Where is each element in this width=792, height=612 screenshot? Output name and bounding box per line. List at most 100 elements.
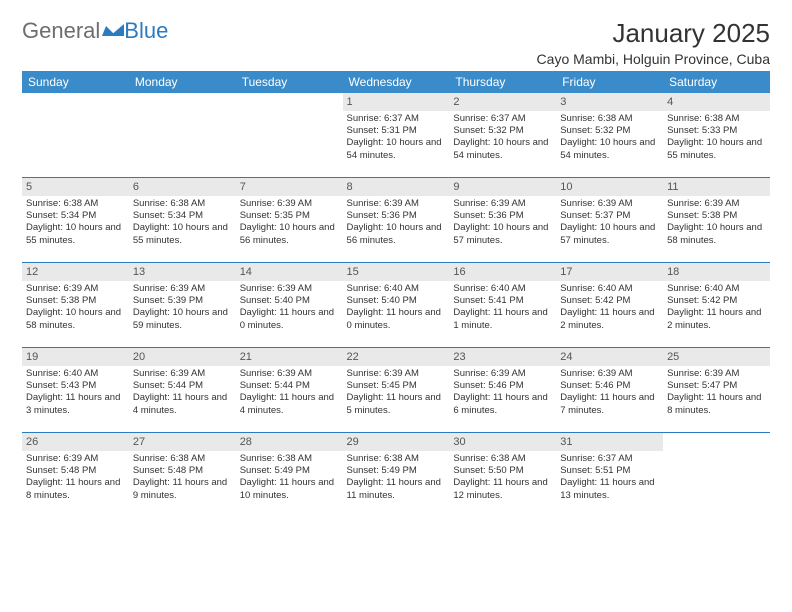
calendar-page: General Blue January 2025 Cayo Mambi, Ho… — [0, 0, 792, 535]
day-details: Sunrise: 6:39 AMSunset: 5:47 PMDaylight:… — [667, 368, 766, 417]
day-details: Sunrise: 6:40 AMSunset: 5:43 PMDaylight:… — [26, 368, 125, 417]
daylight-line: Daylight: 10 hours and 58 minutes. — [26, 307, 125, 331]
sunset-line: Sunset: 5:33 PM — [667, 125, 766, 137]
calendar-cell — [663, 433, 770, 517]
sunrise-line: Sunrise: 6:39 AM — [667, 198, 766, 210]
calendar-cell: 23Sunrise: 6:39 AMSunset: 5:46 PMDayligh… — [449, 348, 556, 432]
sunrise-line: Sunrise: 6:39 AM — [133, 283, 232, 295]
day-number: 8 — [343, 178, 450, 196]
daylight-line: Daylight: 11 hours and 10 minutes. — [240, 477, 339, 501]
day-number: 14 — [236, 263, 343, 281]
sunrise-line: Sunrise: 6:37 AM — [560, 453, 659, 465]
calendar-cell — [236, 93, 343, 177]
sunrise-line: Sunrise: 6:37 AM — [453, 113, 552, 125]
page-header: General Blue January 2025 Cayo Mambi, Ho… — [22, 18, 770, 67]
weekday-header: Tuesday — [236, 71, 343, 93]
weekday-header: Friday — [556, 71, 663, 93]
sunset-line: Sunset: 5:47 PM — [667, 380, 766, 392]
daylight-line: Daylight: 11 hours and 12 minutes. — [453, 477, 552, 501]
sunrise-line: Sunrise: 6:40 AM — [560, 283, 659, 295]
day-details: Sunrise: 6:39 AMSunset: 5:46 PMDaylight:… — [560, 368, 659, 417]
day-number: 10 — [556, 178, 663, 196]
daylight-line: Daylight: 10 hours and 57 minutes. — [453, 222, 552, 246]
sunset-line: Sunset: 5:46 PM — [453, 380, 552, 392]
sunrise-line: Sunrise: 6:39 AM — [560, 198, 659, 210]
calendar-week: 12Sunrise: 6:39 AMSunset: 5:38 PMDayligh… — [22, 263, 770, 347]
sunrise-line: Sunrise: 6:39 AM — [240, 283, 339, 295]
day-details: Sunrise: 6:38 AMSunset: 5:32 PMDaylight:… — [560, 113, 659, 162]
sunrise-line: Sunrise: 6:39 AM — [240, 368, 339, 380]
daylight-line: Daylight: 10 hours and 54 minutes. — [347, 137, 446, 161]
calendar-cell: 25Sunrise: 6:39 AMSunset: 5:47 PMDayligh… — [663, 348, 770, 432]
daylight-line: Daylight: 11 hours and 7 minutes. — [560, 392, 659, 416]
day-number: 27 — [129, 433, 236, 451]
sunrise-line: Sunrise: 6:39 AM — [133, 368, 232, 380]
sunset-line: Sunset: 5:49 PM — [240, 465, 339, 477]
day-details: Sunrise: 6:40 AMSunset: 5:40 PMDaylight:… — [347, 283, 446, 332]
day-details: Sunrise: 6:39 AMSunset: 5:48 PMDaylight:… — [26, 453, 125, 502]
daylight-line: Daylight: 11 hours and 8 minutes. — [667, 392, 766, 416]
sunrise-line: Sunrise: 6:40 AM — [453, 283, 552, 295]
calendar-week: 19Sunrise: 6:40 AMSunset: 5:43 PMDayligh… — [22, 348, 770, 432]
day-number: 22 — [343, 348, 450, 366]
day-details: Sunrise: 6:37 AMSunset: 5:51 PMDaylight:… — [560, 453, 659, 502]
sunset-line: Sunset: 5:40 PM — [240, 295, 339, 307]
sunset-line: Sunset: 5:44 PM — [240, 380, 339, 392]
logo-text-1: General — [22, 18, 100, 44]
day-number: 16 — [449, 263, 556, 281]
day-details: Sunrise: 6:39 AMSunset: 5:40 PMDaylight:… — [240, 283, 339, 332]
weekday-header: Monday — [129, 71, 236, 93]
calendar-cell: 27 Sunrise: 6:38 AMSunset: 5:48 PMDayligh… — [129, 433, 236, 517]
calendar-cell: 12Sunrise: 6:39 AMSunset: 5:38 PMDayligh… — [22, 263, 129, 347]
daylight-line: Daylight: 11 hours and 4 minutes. — [240, 392, 339, 416]
sunrise-line: Sunrise: 6:39 AM — [560, 368, 659, 380]
calendar-cell: 14 Sunrise: 6:39 AMSunset: 5:40 PMDayligh… — [236, 263, 343, 347]
sunset-line: Sunset: 5:42 PM — [560, 295, 659, 307]
sunset-line: Sunset: 5:51 PM — [560, 465, 659, 477]
sunrise-line: Sunrise: 6:39 AM — [26, 283, 125, 295]
sunrise-line: Sunrise: 6:38 AM — [133, 198, 232, 210]
sunset-line: Sunset: 5:40 PM — [347, 295, 446, 307]
calendar-cell: 16Sunrise: 6:40 AMSunset: 5:41 PMDayligh… — [449, 263, 556, 347]
day-number: 18 — [663, 263, 770, 281]
day-number: 29 — [343, 433, 450, 451]
day-number: 21 — [236, 348, 343, 366]
sunrise-line: Sunrise: 6:39 AM — [26, 453, 125, 465]
daylight-line: Daylight: 11 hours and 2 minutes. — [667, 307, 766, 331]
daylight-line: Daylight: 10 hours and 55 minutes. — [133, 222, 232, 246]
sunset-line: Sunset: 5:46 PM — [560, 380, 659, 392]
logo-text-2: Blue — [124, 18, 168, 44]
daylight-line: Daylight: 10 hours and 56 minutes. — [347, 222, 446, 246]
day-number: 17 — [556, 263, 663, 281]
calendar-table: SundayMondayTuesdayWednesdayThursdayFrid… — [22, 71, 770, 517]
day-number: 3 — [556, 93, 663, 111]
sunrise-line: Sunrise: 6:39 AM — [347, 198, 446, 210]
calendar-cell: 6Sunrise: 6:38 AMSunset: 5:34 PMDaylight… — [129, 178, 236, 262]
daylight-line: Daylight: 10 hours and 56 minutes. — [240, 222, 339, 246]
daylight-line: Daylight: 11 hours and 3 minutes. — [26, 392, 125, 416]
day-number: 12 — [22, 263, 129, 281]
calendar-cell: 18 Sunrise: 6:40 AMSunset: 5:42 PMDayligh… — [663, 263, 770, 347]
calendar-cell: 9Sunrise: 6:39 AMSunset: 5:36 PMDaylight… — [449, 178, 556, 262]
sunset-line: Sunset: 5:45 PM — [347, 380, 446, 392]
day-details: Sunrise: 6:38 AMSunset: 5:48 PMDaylight:… — [133, 453, 232, 502]
daylight-line: Daylight: 10 hours and 54 minutes. — [560, 137, 659, 161]
daylight-line: Daylight: 11 hours and 2 minutes. — [560, 307, 659, 331]
day-number: 7 — [236, 178, 343, 196]
day-details: Sunrise: 6:40 AMSunset: 5:42 PMDaylight:… — [667, 283, 766, 332]
day-details: Sunrise: 6:38 AMSunset: 5:34 PMDaylight:… — [133, 198, 232, 247]
day-details: Sunrise: 6:39 AMSunset: 5:35 PMDaylight:… — [240, 198, 339, 247]
sunset-line: Sunset: 5:43 PM — [26, 380, 125, 392]
sunrise-line: Sunrise: 6:38 AM — [453, 453, 552, 465]
day-number: 2 — [449, 93, 556, 111]
day-number: 30 — [449, 433, 556, 451]
location-text: Cayo Mambi, Holguin Province, Cuba — [537, 51, 770, 67]
sunset-line: Sunset: 5:31 PM — [347, 125, 446, 137]
day-details: Sunrise: 6:40 AMSunset: 5:42 PMDaylight:… — [560, 283, 659, 332]
calendar-cell: 7 Sunrise: 6:39 AMSunset: 5:35 PMDaylight… — [236, 178, 343, 262]
sunset-line: Sunset: 5:37 PM — [560, 210, 659, 222]
sunrise-line: Sunrise: 6:38 AM — [560, 113, 659, 125]
day-details: Sunrise: 6:39 AMSunset: 5:46 PMDaylight:… — [453, 368, 552, 417]
day-details: Sunrise: 6:39 AMSunset: 5:45 PMDaylight:… — [347, 368, 446, 417]
sunset-line: Sunset: 5:48 PM — [26, 465, 125, 477]
